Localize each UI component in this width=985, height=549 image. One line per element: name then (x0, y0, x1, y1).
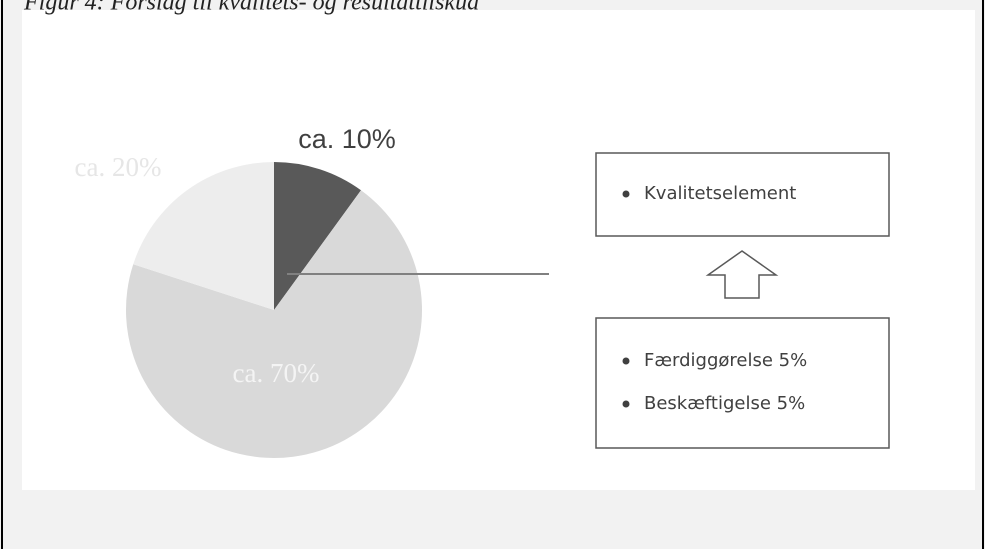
pie (125, 162, 422, 458)
top-box (595, 152, 890, 237)
slice-label: ca. 70% (233, 358, 320, 388)
top-box-item: Kvalitetselement (644, 183, 796, 204)
bullet-dot (622, 357, 630, 365)
pie-slice (133, 162, 274, 310)
up-arrow (705, 250, 779, 299)
slice-label: ca. 20% (75, 152, 162, 182)
bullet-dot (622, 190, 630, 198)
bullet-dot (622, 400, 630, 408)
bottom-box (595, 317, 890, 449)
slice-label: ca. 10% (298, 124, 396, 154)
chart-title: Figur 4: Forslag til kvalitets- og resul… (23, 0, 480, 16)
bottom-box-item: Beskæftigelse 5% (644, 393, 805, 414)
pie-slice (125, 190, 422, 458)
bottom-box-item: Færdiggørelse 5% (644, 350, 807, 371)
